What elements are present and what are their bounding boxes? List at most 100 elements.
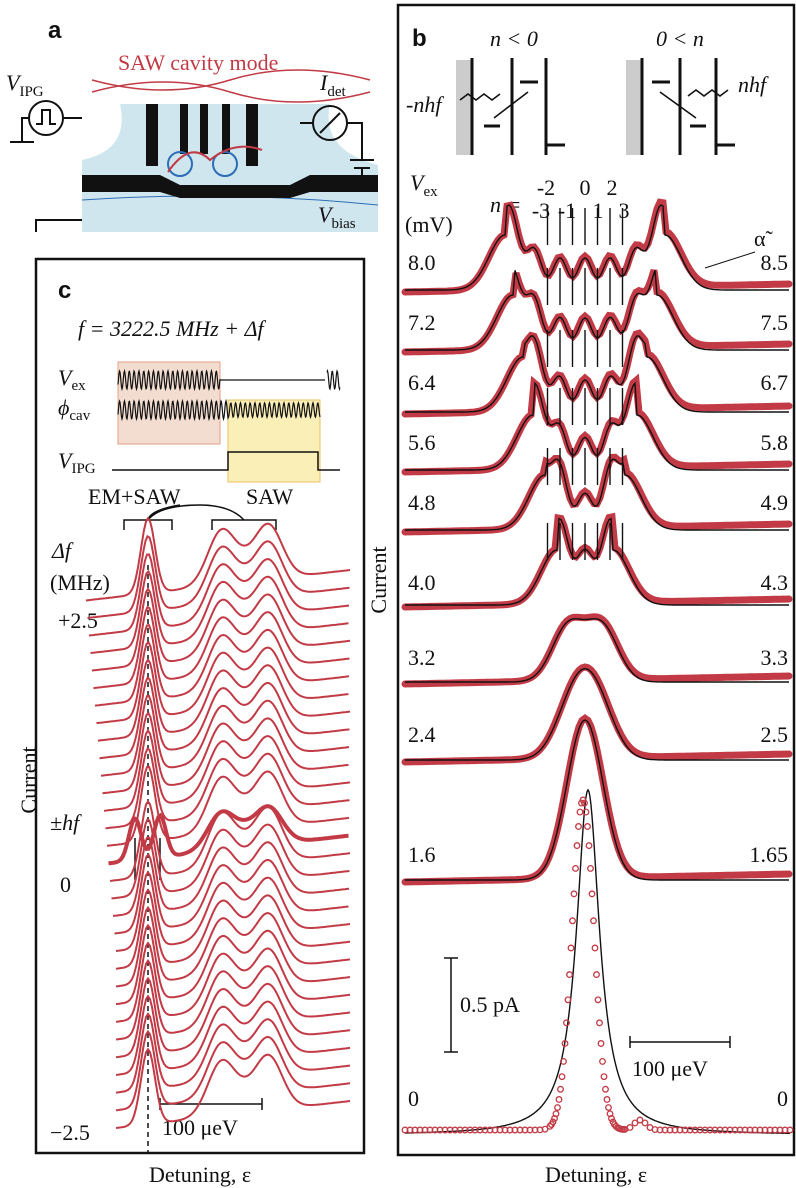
panel-b: b n < 0 0 < n -nhf nhf Vex (mV) n = -2 0… (366, 3, 796, 1187)
trace (91, 587, 351, 672)
frame (34, 257, 366, 1155)
trace-fit (405, 618, 789, 683)
row-label: 3.2 (408, 645, 436, 670)
data-point (626, 1124, 634, 1131)
data-point (557, 1085, 564, 1093)
trace (88, 553, 350, 637)
row-label: 7.2 (408, 310, 436, 335)
label: SAW (246, 484, 293, 509)
waveform (326, 368, 341, 392)
label: ±hf (50, 810, 82, 835)
label: Vex (410, 170, 438, 200)
row-label: 4.8 (408, 490, 436, 515)
row-label: 2.4 (408, 722, 436, 747)
data-point (564, 996, 572, 1004)
label: Vbias (318, 202, 356, 232)
lead (456, 60, 472, 155)
row-label: 5.8 (761, 430, 789, 455)
cavity-wave (91, 69, 371, 103)
source (28, 100, 64, 136)
trace (109, 799, 351, 882)
panel-a: a VIPG SAW cavity mode Idet Vbias (6, 17, 379, 232)
row-label: 3.3 (761, 645, 789, 670)
data-point (566, 971, 573, 979)
label: -nhf (406, 92, 444, 117)
wire (10, 109, 82, 232)
label: 3 (619, 198, 630, 223)
row-label: 0 (408, 1086, 419, 1111)
data-point (593, 971, 600, 979)
row-label: 8.0 (408, 250, 436, 275)
gate (180, 104, 188, 154)
trace (85, 516, 351, 602)
row-label: 1.6 (408, 842, 436, 867)
trace (100, 694, 350, 777)
trace (115, 870, 351, 952)
trace (115, 905, 351, 988)
data-point (599, 1057, 606, 1065)
trace (112, 836, 350, 917)
data-point (560, 1057, 567, 1065)
row-label: 1.65 (750, 842, 789, 867)
data-point (636, 1116, 644, 1124)
dot (212, 151, 238, 177)
data-point (582, 808, 590, 816)
x-label: Detuning, ε (149, 1162, 251, 1187)
data-point (600, 1073, 608, 1081)
label: 0 (60, 872, 71, 897)
label: VIPG (6, 70, 44, 100)
label: 0 < n (656, 26, 704, 51)
gate (246, 104, 258, 166)
trace (99, 676, 350, 760)
panel-label: b (412, 25, 427, 52)
panel-label: a (48, 17, 62, 44)
data-point (603, 1096, 611, 1103)
mesa-edge (82, 104, 378, 165)
label: Δf (51, 538, 74, 563)
waveform (117, 368, 221, 392)
trace (103, 728, 351, 812)
data-point (549, 1118, 557, 1126)
data-point (575, 823, 582, 830)
trace (115, 994, 351, 1076)
panel-c: c f = 3222.5 MHz + Δf Vex ϕcav VIPG EM+S… (16, 257, 366, 1187)
transport-arrow (167, 145, 263, 173)
row-label: 4.3 (761, 570, 789, 595)
data-point (581, 799, 588, 807)
data-point (591, 944, 599, 952)
row-label: 8.5 (761, 250, 789, 275)
row-label: 4.9 (761, 490, 789, 515)
trace (96, 640, 349, 725)
channel (82, 175, 378, 198)
trace (115, 1029, 351, 1112)
data-point (561, 1040, 569, 1047)
trace (94, 624, 350, 707)
data-point (552, 1110, 560, 1118)
label: f = 3222.5 MHz + Δf (78, 316, 266, 341)
data-point (569, 917, 576, 925)
row-label: 4.0 (408, 570, 436, 595)
panel-label: c (58, 277, 71, 304)
data-point (563, 1019, 570, 1027)
scale-label: 100 μeV (632, 1056, 708, 1081)
gate (200, 104, 208, 154)
pointer (704, 251, 756, 269)
scale-bar (444, 957, 731, 1053)
trace (115, 1047, 351, 1129)
trace (115, 941, 351, 1023)
data-point (541, 1125, 549, 1133)
trace-data (401, 713, 793, 886)
data-point (573, 842, 581, 850)
data-point (558, 1073, 566, 1081)
gate (146, 104, 158, 166)
trace (114, 853, 349, 935)
trace (115, 959, 351, 1041)
data-point (596, 1019, 603, 1027)
data-point (631, 1119, 639, 1127)
label: −2.5 (50, 1120, 90, 1145)
trace (115, 923, 351, 1006)
label: ϕcav (58, 395, 91, 424)
trace (87, 534, 350, 619)
x-label: Detuning, ε (545, 1162, 647, 1187)
lead (626, 60, 642, 155)
